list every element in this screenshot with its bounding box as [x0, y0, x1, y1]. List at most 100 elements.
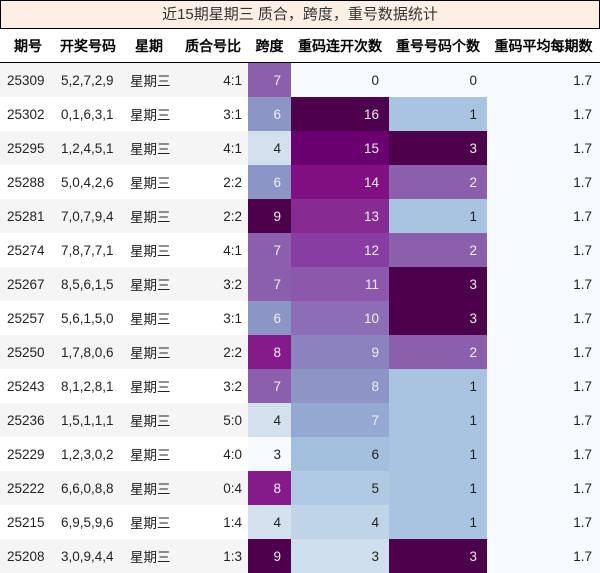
repeat-avg-cell: 1.7	[487, 403, 600, 437]
table-row: 25222 6,6,0,8,8 星期三 0:4 8 5 1 1.7	[0, 471, 600, 505]
repeat-avg-cell: 1.7	[487, 131, 600, 165]
ratio-cell: 4:1	[178, 233, 248, 267]
weekday-cell: 星期三	[120, 199, 178, 233]
col-header-repeat-avg: 重码平均每期数	[487, 29, 600, 63]
col-header-span: 跨度	[248, 29, 291, 63]
repeat-count-cell: 3	[389, 539, 487, 573]
repeat-avg-cell: 1.7	[487, 505, 600, 539]
table-row: 25267 8,5,6,1,5 星期三 3:2 7 11 3 1.7	[0, 267, 600, 301]
numbers-cell: 5,0,4,2,6	[56, 165, 120, 199]
issue-cell: 25288	[0, 165, 56, 199]
numbers-cell: 1,2,4,5,1	[56, 131, 120, 165]
repeat-count-cell: 2	[389, 233, 487, 267]
ratio-cell: 3:1	[178, 301, 248, 335]
span-cell: 7	[248, 62, 291, 97]
repeat-count-cell: 2	[389, 165, 487, 199]
table-row: 25208 3,0,9,4,4 星期三 1:3 9 3 3 1.7	[0, 539, 600, 573]
weekday-cell: 星期三	[120, 165, 178, 199]
span-cell: 6	[248, 165, 291, 199]
issue-cell: 25267	[0, 267, 56, 301]
repeat-avg-cell: 1.7	[487, 369, 600, 403]
repeat-streak-cell: 0	[291, 62, 389, 97]
issue-cell: 25215	[0, 505, 56, 539]
repeat-count-cell: 1	[389, 369, 487, 403]
repeat-streak-cell: 15	[291, 131, 389, 165]
ratio-cell: 4:0	[178, 437, 248, 471]
table-row: 25309 5,2,7,2,9 星期三 4:1 7 0 0 1.7	[0, 62, 600, 97]
repeat-count-cell: 1	[389, 505, 487, 539]
table-row: 25250 1,7,8,0,6 星期三 2:2 8 9 2 1.7	[0, 335, 600, 369]
ratio-cell: 1:3	[178, 539, 248, 573]
repeat-count-cell: 3	[389, 131, 487, 165]
issue-cell: 25243	[0, 369, 56, 403]
issue-cell: 25250	[0, 335, 56, 369]
weekday-cell: 星期三	[120, 62, 178, 97]
header-row: 期号 开奖号码 星期 质合号比 跨度 重码连开次数 重号号码个数 重码平均每期数	[0, 29, 600, 63]
issue-cell: 25236	[0, 403, 56, 437]
table-row: 25274 7,8,7,7,1 星期三 4:1 7 12 2 1.7	[0, 233, 600, 267]
stats-table: 期号 开奖号码 星期 质合号比 跨度 重码连开次数 重号号码个数 重码平均每期数…	[0, 29, 600, 573]
repeat-count-cell: 1	[389, 97, 487, 131]
span-cell: 9	[248, 539, 291, 573]
ratio-cell: 2:2	[178, 165, 248, 199]
page-title: 近15期星期三 质合，跨度，重号数据统计	[0, 0, 600, 29]
span-cell: 6	[248, 301, 291, 335]
repeat-streak-cell: 11	[291, 267, 389, 301]
weekday-cell: 星期三	[120, 335, 178, 369]
span-cell: 7	[248, 233, 291, 267]
ratio-cell: 3:1	[178, 97, 248, 131]
repeat-streak-cell: 10	[291, 301, 389, 335]
issue-cell: 25281	[0, 199, 56, 233]
repeat-avg-cell: 1.7	[487, 301, 600, 335]
numbers-cell: 8,1,2,8,1	[56, 369, 120, 403]
ratio-cell: 4:1	[178, 131, 248, 165]
table-row: 25229 1,2,3,0,2 星期三 4:0 3 6 1 1.7	[0, 437, 600, 471]
numbers-cell: 5,6,1,5,0	[56, 301, 120, 335]
span-cell: 6	[248, 97, 291, 131]
numbers-cell: 0,1,6,3,1	[56, 97, 120, 131]
repeat-count-cell: 1	[389, 403, 487, 437]
repeat-count-cell: 1	[389, 471, 487, 505]
weekday-cell: 星期三	[120, 267, 178, 301]
span-cell: 8	[248, 471, 291, 505]
repeat-avg-cell: 1.7	[487, 335, 600, 369]
issue-cell: 25229	[0, 437, 56, 471]
table-row: 25302 0,1,6,3,1 星期三 3:1 6 16 1 1.7	[0, 97, 600, 131]
weekday-cell: 星期三	[120, 437, 178, 471]
span-cell: 3	[248, 437, 291, 471]
span-cell: 4	[248, 403, 291, 437]
repeat-count-cell: 2	[389, 335, 487, 369]
numbers-cell: 5,2,7,2,9	[56, 62, 120, 97]
span-cell: 9	[248, 199, 291, 233]
repeat-streak-cell: 9	[291, 335, 389, 369]
repeat-streak-cell: 3	[291, 539, 389, 573]
table-row: 25288 5,0,4,2,6 星期三 2:2 6 14 2 1.7	[0, 165, 600, 199]
weekday-cell: 星期三	[120, 131, 178, 165]
repeat-count-cell: 3	[389, 267, 487, 301]
repeat-streak-cell: 4	[291, 505, 389, 539]
span-cell: 8	[248, 335, 291, 369]
ratio-cell: 2:2	[178, 199, 248, 233]
table-row: 25215 6,9,5,9,6 星期三 1:4 4 4 1 1.7	[0, 505, 600, 539]
issue-cell: 25222	[0, 471, 56, 505]
span-cell: 4	[248, 505, 291, 539]
ratio-cell: 3:2	[178, 267, 248, 301]
span-cell: 4	[248, 131, 291, 165]
repeat-streak-cell: 7	[291, 403, 389, 437]
repeat-streak-cell: 12	[291, 233, 389, 267]
table-row: 25281 7,0,7,9,4 星期三 2:2 9 13 1 1.7	[0, 199, 600, 233]
repeat-count-cell: 3	[389, 301, 487, 335]
weekday-cell: 星期三	[120, 505, 178, 539]
weekday-cell: 星期三	[120, 97, 178, 131]
table-row: 25295 1,2,4,5,1 星期三 4:1 4 15 3 1.7	[0, 131, 600, 165]
numbers-cell: 1,2,3,0,2	[56, 437, 120, 471]
weekday-cell: 星期三	[120, 233, 178, 267]
weekday-cell: 星期三	[120, 403, 178, 437]
repeat-count-cell: 0	[389, 62, 487, 97]
repeat-count-cell: 1	[389, 437, 487, 471]
repeat-count-cell: 1	[389, 199, 487, 233]
repeat-avg-cell: 1.7	[487, 437, 600, 471]
repeat-avg-cell: 1.7	[487, 165, 600, 199]
col-header-numbers: 开奖号码	[56, 29, 120, 63]
repeat-streak-cell: 13	[291, 199, 389, 233]
